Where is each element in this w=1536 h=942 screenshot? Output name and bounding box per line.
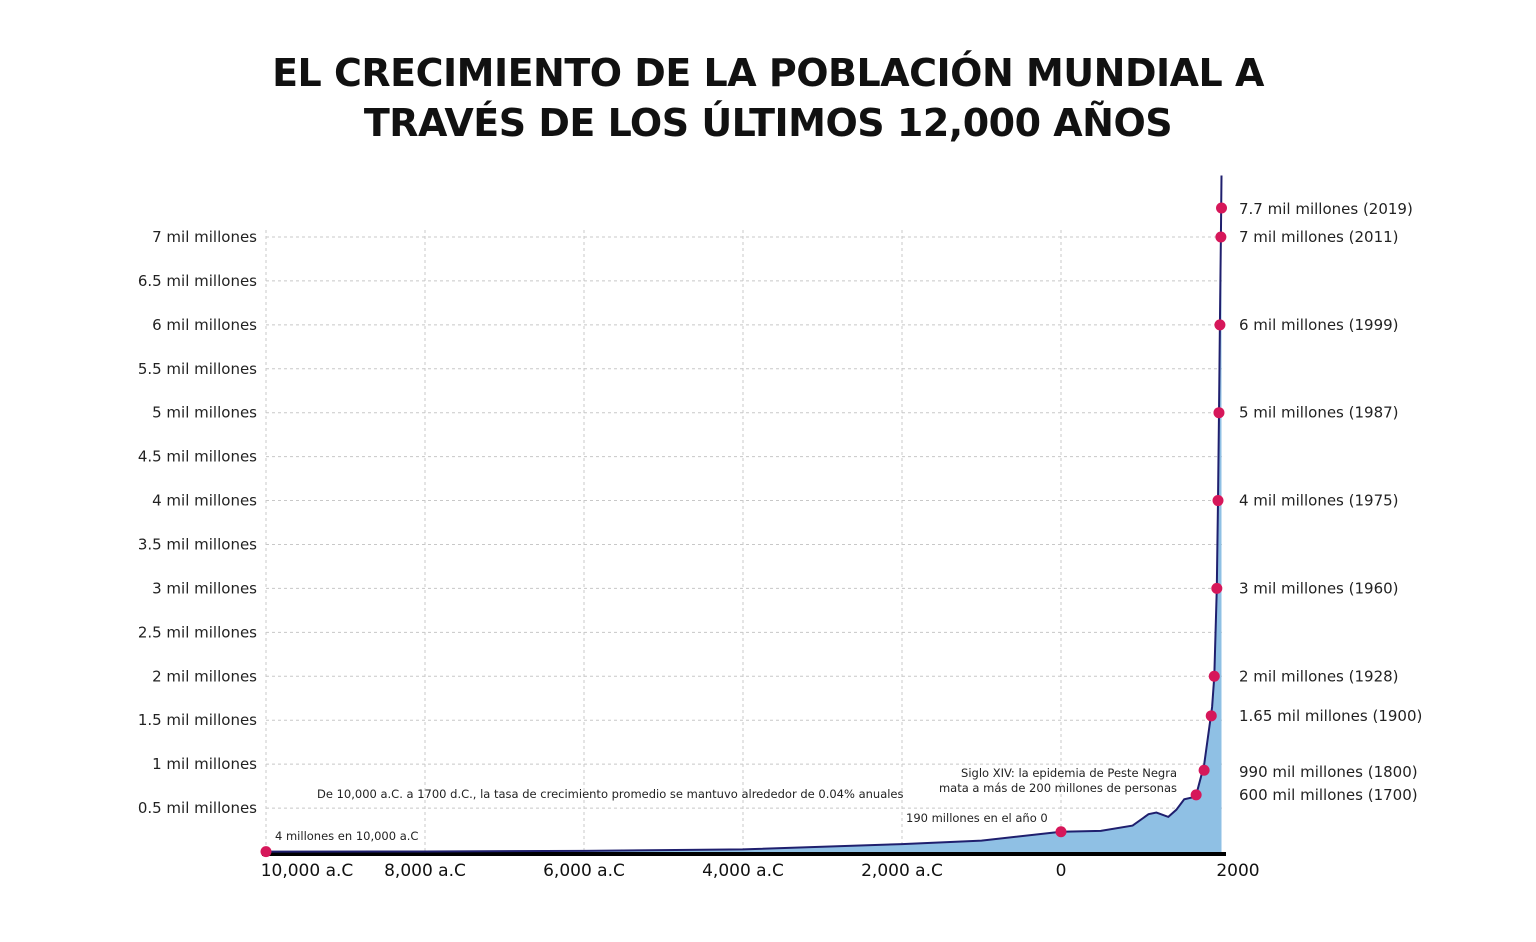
data-point-marker <box>1212 495 1224 507</box>
x-tick-label: 6,000 a.C <box>543 861 625 881</box>
y-tick-label: 1.5 mil millones <box>138 711 257 729</box>
area-layer <box>262 175 1226 856</box>
data-point-marker <box>1214 319 1226 331</box>
y-tick-label: 4.5 mil millones <box>138 448 257 466</box>
y-tick-label: 3 mil millones <box>152 579 257 597</box>
y-tick-label: 2.5 mil millones <box>138 623 257 641</box>
y-tick-label: 2 mil millones <box>152 667 257 685</box>
x-tick-label: 2,000 a.C <box>861 861 943 881</box>
x-tick-label: 2000 <box>1216 861 1259 881</box>
x-tick-label: 0 <box>1056 861 1067 881</box>
annotation-plague-1: Siglo XIV: la epidemia de Peste Negra <box>961 766 1177 780</box>
y-tick-label: 0.5 mil millones <box>138 799 257 817</box>
data-point-marker <box>1198 764 1210 776</box>
data-point-label: 7.7 mil millones (2019) <box>1239 200 1413 218</box>
x-tick-label: 4,000 a.C <box>702 861 784 881</box>
y-tick-label: 7 mil millones <box>152 228 257 246</box>
data-point-marker <box>260 846 272 858</box>
data-point-label: 2 mil millones (1928) <box>1239 667 1399 685</box>
x-tick-label: 8,000 a.C <box>384 861 466 881</box>
y-tick-label: 6 mil millones <box>152 316 257 334</box>
grid <box>265 230 1222 852</box>
x-axis-labels: 10,000 a.C 8,000 a.C 6,000 a.C 4,000 a.C 2,0… <box>261 861 1260 881</box>
annotation-start: 4 millones en 10,000 a.C <box>275 829 418 843</box>
y-tick-label: 3.5 mil millones <box>138 535 257 553</box>
data-point-marker <box>1205 710 1217 722</box>
y-axis-labels: 0.5 mil millones 1 mil millones 1.5 mil mi… <box>138 228 257 817</box>
data-point-label: 600 mil millones (1700) <box>1239 786 1418 804</box>
data-point-marker <box>1211 582 1223 594</box>
title-line-2: TRAVÉS DE LOS ÚLTIMOS 12,000 AÑOS <box>363 101 1173 145</box>
annotation-year0: 190 millones en el año 0 <box>906 811 1048 825</box>
population-line <box>265 175 1223 853</box>
y-tick-label: 1 mil millones <box>152 755 257 773</box>
chart-title: EL CRECIMIENTO DE LA POBLACIÓN MUNDIAL A… <box>0 48 1536 148</box>
annotation-growth: De 10,000 a.C. a 1700 d.C., la tasa de c… <box>317 787 904 801</box>
y-tick-label: 5.5 mil millones <box>138 360 257 378</box>
markers: 600 mil millones (1700) 990 mil millones … <box>260 200 1422 858</box>
data-point-label: 6 mil millones (1999) <box>1239 316 1399 334</box>
data-point-marker <box>1208 670 1220 682</box>
data-point-label: 1.65 mil millones (1900) <box>1239 707 1422 725</box>
data-point-marker <box>1216 202 1228 214</box>
y-tick-label: 6.5 mil millones <box>138 272 257 290</box>
annotations: 4 millones en 10,000 a.C De 10,000 a.C. … <box>275 766 1177 843</box>
data-point-marker <box>1055 826 1067 838</box>
y-tick-label: 5 mil millones <box>152 404 257 422</box>
data-point-label: 5 mil millones (1987) <box>1239 404 1399 422</box>
data-point-marker <box>1190 789 1202 801</box>
data-point-label: 3 mil millones (1960) <box>1239 579 1399 597</box>
data-point-label: 990 mil millones (1800) <box>1239 763 1418 781</box>
data-point-label: 7 mil millones (2011) <box>1239 228 1399 246</box>
data-point-label: 4 mil millones (1975) <box>1239 492 1399 510</box>
population-area <box>266 175 1222 852</box>
annotation-plague-2: mata a más de 200 millones de personas <box>939 781 1177 795</box>
x-tick-label: 10,000 a.C <box>261 861 354 881</box>
title-line-1: EL CRECIMIENTO DE LA POBLACIÓN MUNDIAL A <box>272 51 1264 95</box>
y-tick-label: 4 mil millones <box>152 492 257 510</box>
data-point-marker <box>1213 407 1225 419</box>
data-point-marker <box>1215 231 1227 243</box>
